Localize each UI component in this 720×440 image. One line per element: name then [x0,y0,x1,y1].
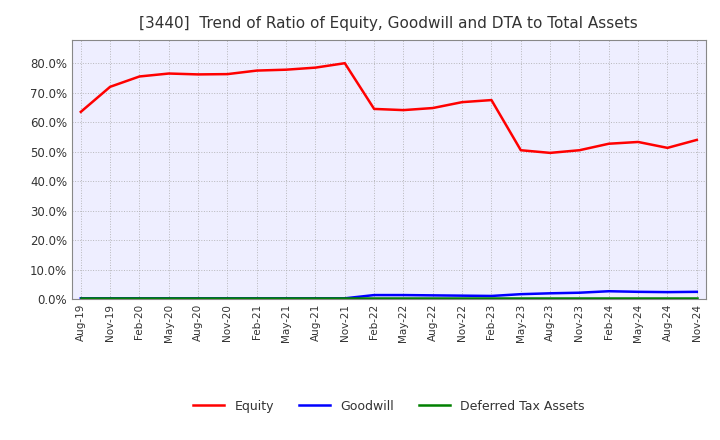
Equity [693,137,701,143]
Equity [76,109,85,114]
Goodwill [370,293,379,298]
Equity [370,106,379,112]
Goodwill [575,290,584,295]
Equity [194,72,202,77]
Line: Equity: Equity [81,63,697,153]
Equity [311,65,320,70]
Title: [3440]  Trend of Ratio of Equity, Goodwill and DTA to Total Assets: [3440] Trend of Ratio of Equity, Goodwil… [140,16,638,32]
Equity [341,61,349,66]
Goodwill [634,289,642,294]
Equity [282,67,290,72]
Goodwill [164,296,173,301]
Equity [634,139,642,145]
Deferred Tax Assets [428,296,437,301]
Goodwill [487,293,496,299]
Goodwill [253,296,261,301]
Goodwill [546,291,554,296]
Deferred Tax Assets [341,296,349,301]
Deferred Tax Assets [663,296,672,301]
Goodwill [135,296,144,301]
Goodwill [106,296,114,301]
Deferred Tax Assets [194,296,202,301]
Goodwill [516,292,525,297]
Deferred Tax Assets [458,296,467,301]
Line: Goodwill: Goodwill [81,291,697,298]
Deferred Tax Assets [546,296,554,301]
Equity [164,71,173,76]
Goodwill [76,296,85,301]
Equity [663,145,672,150]
Deferred Tax Assets [693,296,701,301]
Equity [135,74,144,79]
Equity [428,106,437,111]
Goodwill [399,293,408,298]
Deferred Tax Assets [164,296,173,301]
Deferred Tax Assets [106,296,114,301]
Equity [399,107,408,113]
Deferred Tax Assets [223,296,232,301]
Goodwill [282,296,290,301]
Goodwill [341,296,349,301]
Goodwill [663,290,672,295]
Deferred Tax Assets [487,296,496,301]
Deferred Tax Assets [575,296,584,301]
Deferred Tax Assets [282,296,290,301]
Equity [516,147,525,153]
Deferred Tax Assets [135,296,144,301]
Goodwill [428,293,437,298]
Deferred Tax Assets [253,296,261,301]
Goodwill [458,293,467,298]
Goodwill [223,296,232,301]
Equity [458,99,467,105]
Goodwill [194,296,202,301]
Deferred Tax Assets [76,296,85,301]
Equity [575,147,584,153]
Equity [106,84,114,89]
Deferred Tax Assets [516,296,525,301]
Equity [605,141,613,147]
Legend: Equity, Goodwill, Deferred Tax Assets: Equity, Goodwill, Deferred Tax Assets [188,395,590,418]
Equity [253,68,261,73]
Goodwill [605,289,613,294]
Goodwill [311,296,320,301]
Deferred Tax Assets [605,296,613,301]
Equity [487,97,496,103]
Deferred Tax Assets [634,296,642,301]
Deferred Tax Assets [311,296,320,301]
Equity [546,150,554,155]
Goodwill [693,289,701,294]
Deferred Tax Assets [399,296,408,301]
Deferred Tax Assets [370,296,379,301]
Equity [223,71,232,77]
